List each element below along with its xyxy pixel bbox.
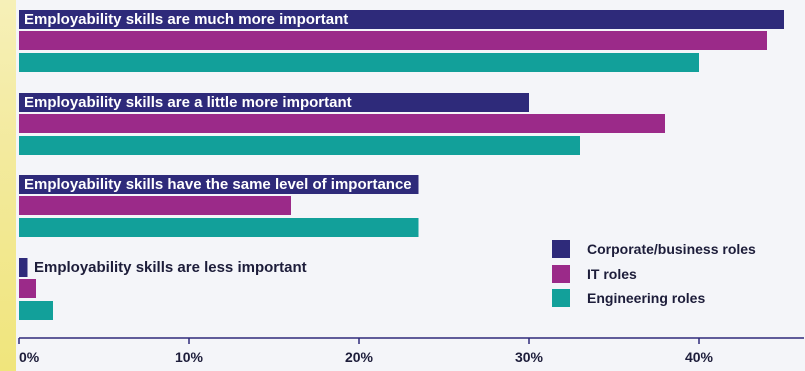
bar-1-series-2 (19, 31, 767, 50)
category-label-1: Employability skills are much more impor… (24, 11, 348, 28)
x-tick-label-0: 0% (19, 349, 40, 365)
legend-swatch-3 (552, 289, 570, 307)
legend-label-1: Corporate/business roles (587, 241, 756, 257)
bars-layer (19, 10, 784, 320)
legend: Corporate/business roles IT roles Engineer… (552, 240, 756, 307)
legend-label-2: IT roles (587, 266, 637, 282)
legend-swatch-2 (552, 265, 570, 283)
category-labels: Employability skills are much more impor… (24, 11, 412, 276)
left-edge-strip (0, 0, 16, 371)
bar-4-series-3 (19, 301, 53, 320)
x-tick-label-1: 10% (175, 349, 204, 365)
category-label-2: Employability skills are a little more i… (24, 94, 352, 111)
category-label-4: Employability skills are less important (34, 259, 307, 276)
x-tick-label-4: 40% (685, 349, 714, 365)
bar-4-series-2 (19, 279, 36, 298)
bar-2-series-3 (19, 136, 580, 155)
x-tick-label-3: 30% (515, 349, 544, 365)
bar-2-series-1 (19, 93, 529, 112)
bar-3-series-1 (19, 175, 419, 194)
x-axis-ticks: 0% 10% 20% 30% 40% (18, 338, 714, 365)
bar-3-series-3 (19, 218, 419, 237)
bar-2-series-2 (19, 114, 665, 133)
bar-4-series-1 (19, 258, 28, 277)
legend-swatch-1 (552, 240, 570, 258)
x-tick-label-2: 20% (345, 349, 374, 365)
bar-1-series-1 (19, 10, 784, 29)
bar-3-series-2 (19, 196, 291, 215)
legend-label-3: Engineering roles (587, 290, 705, 306)
category-label-3: Employability skills have the same level… (24, 176, 412, 193)
bar-1-series-3 (19, 53, 699, 72)
